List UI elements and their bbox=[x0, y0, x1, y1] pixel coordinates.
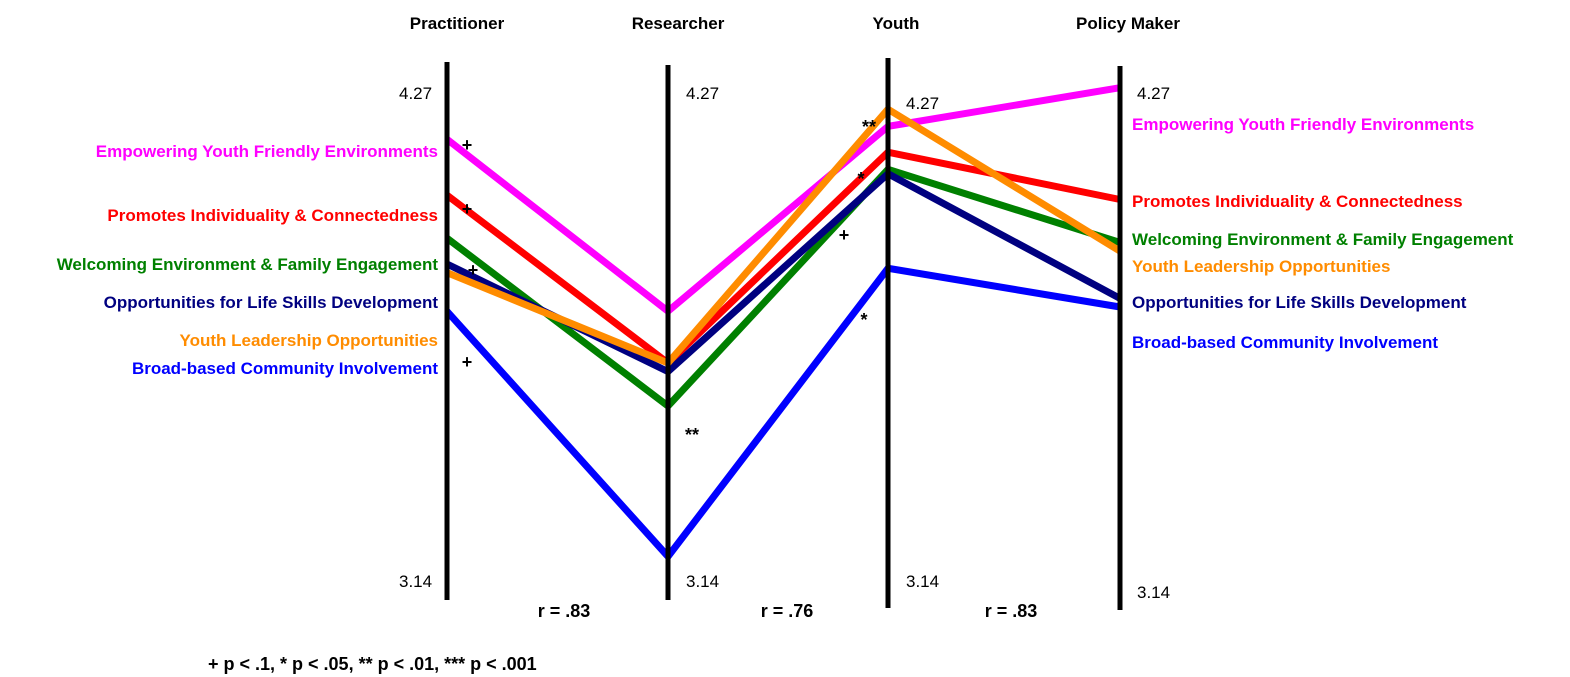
significance-marker-welcoming-environment-family-engagement-practitioner: + bbox=[468, 260, 479, 280]
axis-max-label-researcher: 4.27 bbox=[686, 84, 719, 103]
left-label-opportunities-for-life-skills-development: Opportunities for Life Skills Developmen… bbox=[104, 293, 439, 312]
series-lines bbox=[444, 84, 1122, 562]
axis-min-label-researcher: 3.14 bbox=[686, 572, 719, 591]
axis-header-youth: Youth bbox=[873, 14, 920, 33]
significance-marker-promotes-individuality-connectedness-practitioner: + bbox=[462, 199, 473, 219]
axis-header-policy-maker: Policy Maker bbox=[1076, 14, 1180, 33]
series-line-youth-leadership-opportunities bbox=[445, 104, 1122, 368]
significance-marker-promotes-individuality-connectedness-youth: * bbox=[857, 169, 864, 189]
correlation-label-1: r = .83 bbox=[538, 601, 591, 621]
axis-max-label-youth: 4.27 bbox=[906, 94, 939, 113]
significance-marker-opportunities-for-life-skills-development-youth: + bbox=[839, 225, 850, 245]
axis-header-researcher: Researcher bbox=[632, 14, 725, 33]
significance-marker-broad-based-community-involvement-practitioner: + bbox=[462, 352, 473, 372]
left-label-broad-based-community-involvement: Broad-based Community Involvement bbox=[132, 359, 438, 378]
axis-min-label-policy-maker: 3.14 bbox=[1137, 583, 1170, 602]
labels: Practitioner 4.27 3.14 Researcher 4.27 3.14 Yo… bbox=[57, 14, 1514, 674]
right-label-empowering-youth-friendly-environments: Empowering Youth Friendly Environments bbox=[1132, 115, 1474, 134]
left-label-welcoming-environment-family-engagement: Welcoming Environment & Family Engagemen… bbox=[57, 255, 439, 274]
significance-marker-empowering-youth-friendly-environments-practitioner: + bbox=[462, 135, 473, 155]
axis-header-practitioner: Practitioner bbox=[410, 14, 505, 33]
right-label-welcoming-environment-family-engagement: Welcoming Environment & Family Engagemen… bbox=[1132, 230, 1514, 249]
left-label-empowering-youth-friendly-environments: Empowering Youth Friendly Environments bbox=[96, 142, 438, 161]
right-label-opportunities-for-life-skills-development: Opportunities for Life Skills Developmen… bbox=[1132, 293, 1467, 312]
significance-footnote: + p < .1, * p < .05, ** p < .01, *** p <… bbox=[208, 654, 537, 674]
right-label-promotes-individuality-connectedness: Promotes Individuality & Connectedness bbox=[1132, 192, 1463, 211]
series-line-broad-based-community-involvement bbox=[444, 264, 1121, 562]
significance-marker-broad-based-community-involvement-youth: * bbox=[860, 310, 867, 330]
axis-max-label-policy-maker: 4.27 bbox=[1137, 84, 1170, 103]
axes bbox=[444, 58, 1123, 610]
correlation-label-3: r = .83 bbox=[985, 601, 1038, 621]
left-label-promotes-individuality-connectedness: Promotes Individuality & Connectedness bbox=[107, 206, 438, 225]
right-label-broad-based-community-involvement: Broad-based Community Involvement bbox=[1132, 333, 1438, 352]
axis-max-label-practitioner: 4.27 bbox=[399, 84, 432, 103]
series-line-welcoming-environment-family-engagement bbox=[444, 165, 1122, 411]
axis-min-label-youth: 3.14 bbox=[906, 572, 939, 591]
series-line-empowering-youth-friendly-environments bbox=[444, 84, 1121, 316]
series-line-promotes-individuality-connectedness bbox=[444, 148, 1121, 368]
significance-marker-empowering-youth-friendly-environments-youth: ** bbox=[862, 117, 876, 137]
axis-min-label-practitioner: 3.14 bbox=[399, 572, 432, 591]
significance-marker-welcoming-environment-family-engagement-researcher: ** bbox=[685, 425, 699, 445]
right-label-youth-leadership-opportunities: Youth Leadership Opportunities bbox=[1132, 257, 1390, 276]
left-label-youth-leadership-opportunities: Youth Leadership Opportunities bbox=[180, 331, 438, 350]
correlation-label-2: r = .76 bbox=[761, 601, 814, 621]
